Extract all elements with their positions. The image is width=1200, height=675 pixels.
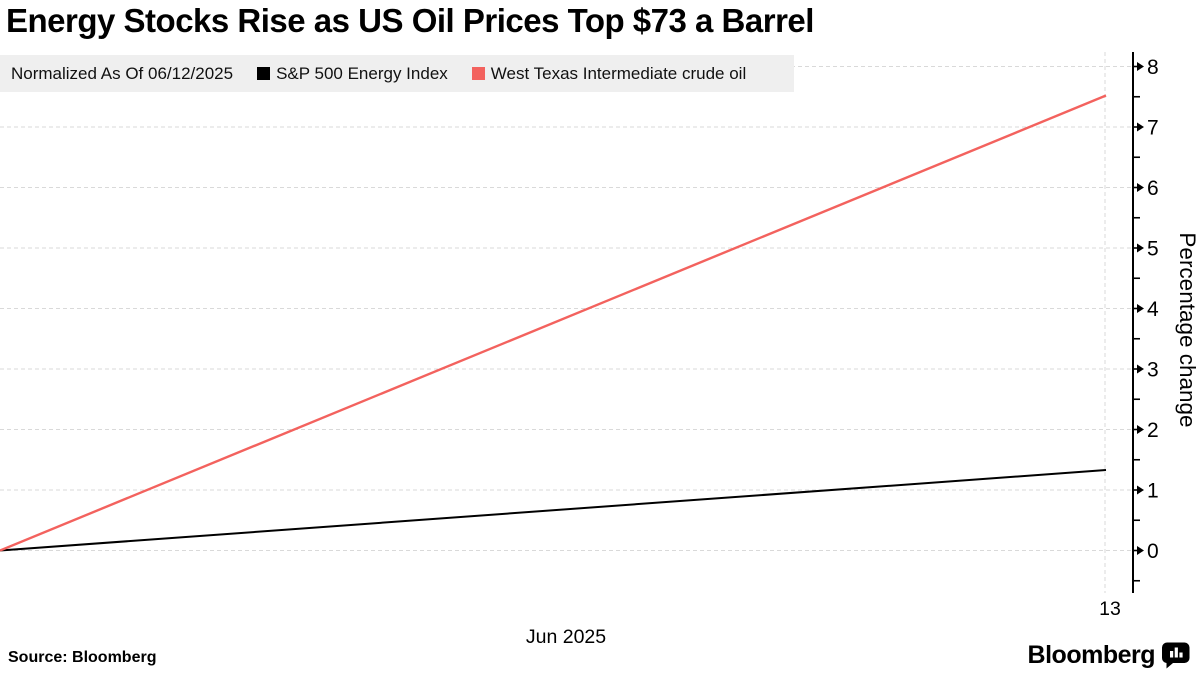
chart-title: Energy Stocks Rise as US Oil Prices Top …: [6, 2, 814, 39]
legend-item-sp500-energy: S&P 500 Energy Index: [257, 64, 448, 84]
y-tick-label: 7: [1147, 117, 1159, 140]
legend-swatch-red: [471, 67, 485, 80]
source-label: Source: Bloomberg: [8, 649, 157, 666]
legend: Normalized As Of 06/12/2025 S&P 500 Ener…: [0, 55, 794, 92]
y-tick-label: 3: [1147, 359, 1159, 382]
y-tick-arrow: [1137, 62, 1144, 71]
legend-item-label: West Texas Intermediate crude oil: [490, 63, 747, 83]
x-axis-month-label: Jun 2025: [526, 626, 606, 648]
y-tick-label: 5: [1147, 238, 1159, 261]
y-tick-arrow: [1137, 122, 1144, 132]
y-tick-arrow: [1137, 364, 1144, 374]
legend-item-label: S&P 500 Energy Index: [276, 63, 448, 83]
y-tick-arrow: [1137, 546, 1144, 555]
y-tick-label: 4: [1147, 298, 1159, 321]
bloomberg-logo: Bloomberg: [1028, 641, 1190, 670]
y-tick-label: 1: [1147, 480, 1159, 503]
legend-normalized-note: Normalized As Of 06/12/2025: [11, 63, 234, 83]
y-tick-label: 0: [1147, 540, 1159, 563]
legend-item-wti-crude: West Texas Intermediate crude oil: [471, 63, 747, 84]
series-line-s-p-500-energy-index: [0, 469, 1107, 552]
y-tick-label: 6: [1147, 177, 1159, 200]
y-tick-arrow: [1137, 425, 1144, 434]
legend-swatch-black: [257, 67, 271, 80]
x-tick-label-13: 13: [1099, 598, 1121, 620]
y-tick-label: 2: [1147, 419, 1159, 442]
y-tick-arrow: [1137, 304, 1144, 313]
bloomberg-logo-icon: [1162, 642, 1190, 669]
y-tick-arrow: [1137, 183, 1144, 192]
y-axis-title: Percentage change: [1175, 232, 1200, 427]
y-tick-arrow: [1137, 243, 1144, 253]
series-line-west-texas-intermediate-crude-oil: [0, 94, 1107, 552]
y-tick-label: 8: [1147, 56, 1159, 79]
y-tick-arrow: [1137, 485, 1144, 495]
bloomberg-wordmark: Bloomberg: [1027, 641, 1156, 669]
